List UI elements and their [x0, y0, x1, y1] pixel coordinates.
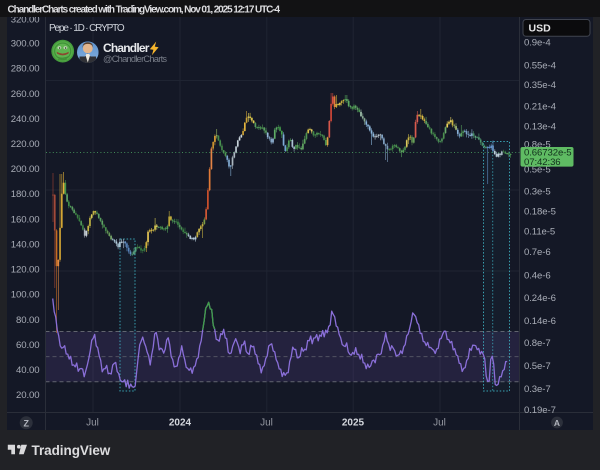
svg-text:0.5e-5: 0.5e-5 [524, 164, 551, 175]
svg-text:2024: 2024 [169, 418, 192, 429]
svg-text:A: A [554, 418, 560, 428]
svg-text:0.3e-7: 0.3e-7 [524, 384, 551, 395]
svg-text:TradingView: TradingView [32, 443, 111, 458]
svg-text:180.00: 180.00 [11, 189, 40, 200]
svg-text:07:42:36: 07:42:36 [524, 157, 561, 168]
svg-text:160.00: 160.00 [11, 214, 40, 225]
svg-text:0.24e-6: 0.24e-6 [524, 293, 556, 304]
svg-text:220.00: 220.00 [11, 139, 40, 150]
svg-text:Chandler: Chandler [103, 41, 150, 55]
svg-text:0.14e-6: 0.14e-6 [524, 316, 556, 327]
svg-text:0.35e-4: 0.35e-4 [524, 80, 557, 91]
svg-text:20.00: 20.00 [16, 390, 40, 401]
svg-text:200.00: 200.00 [11, 164, 40, 175]
svg-text:0.3e-5: 0.3e-5 [524, 187, 551, 198]
svg-text:0.8e-7: 0.8e-7 [524, 338, 551, 349]
svg-text:0.18e-5: 0.18e-5 [524, 207, 556, 218]
svg-text:0.19e-7: 0.19e-7 [524, 405, 556, 416]
svg-text:300.00: 300.00 [11, 39, 40, 50]
svg-text:320.00: 320.00 [11, 14, 40, 25]
svg-text:Pepe · 1D · CRYPTO: Pepe · 1D · CRYPTO [49, 23, 125, 34]
svg-text:ChandlerCharts created with Tr: ChandlerCharts created with TradingView.… [8, 5, 281, 16]
svg-text:0.4e-6: 0.4e-6 [524, 271, 551, 282]
svg-text:280.00: 280.00 [11, 64, 40, 75]
svg-text:100.00: 100.00 [11, 290, 40, 301]
svg-text:260.00: 260.00 [11, 89, 40, 100]
svg-text:0.8e-5: 0.8e-5 [524, 140, 551, 151]
svg-text:120.00: 120.00 [11, 265, 40, 276]
svg-text:0.9e-4: 0.9e-4 [524, 38, 551, 49]
svg-text:0.11e-5: 0.11e-5 [524, 227, 555, 238]
svg-text:Jul: Jul [433, 418, 446, 429]
svg-text:0.55e-4: 0.55e-4 [524, 61, 557, 72]
svg-text:0.13e-4: 0.13e-4 [524, 122, 557, 133]
svg-text:0.66732e-5: 0.66732e-5 [524, 148, 572, 159]
svg-text:Jul: Jul [260, 418, 273, 429]
svg-text:Z: Z [23, 418, 29, 428]
svg-text:60.00: 60.00 [16, 340, 40, 351]
svg-text:Jul: Jul [86, 418, 99, 429]
svg-text:@ChandlerCharts: @ChandlerCharts [103, 54, 167, 64]
svg-text:240.00: 240.00 [11, 114, 40, 125]
svg-text:80.00: 80.00 [16, 315, 40, 326]
svg-text:40.00: 40.00 [16, 365, 40, 376]
svg-text:0.7e-6: 0.7e-6 [524, 247, 551, 258]
svg-text:2025: 2025 [342, 418, 365, 429]
svg-text:0.21e-4: 0.21e-4 [524, 102, 557, 113]
svg-text:0.5e-7: 0.5e-7 [524, 361, 551, 372]
svg-text:USD: USD [529, 23, 552, 35]
svg-text:140.00: 140.00 [11, 240, 40, 251]
